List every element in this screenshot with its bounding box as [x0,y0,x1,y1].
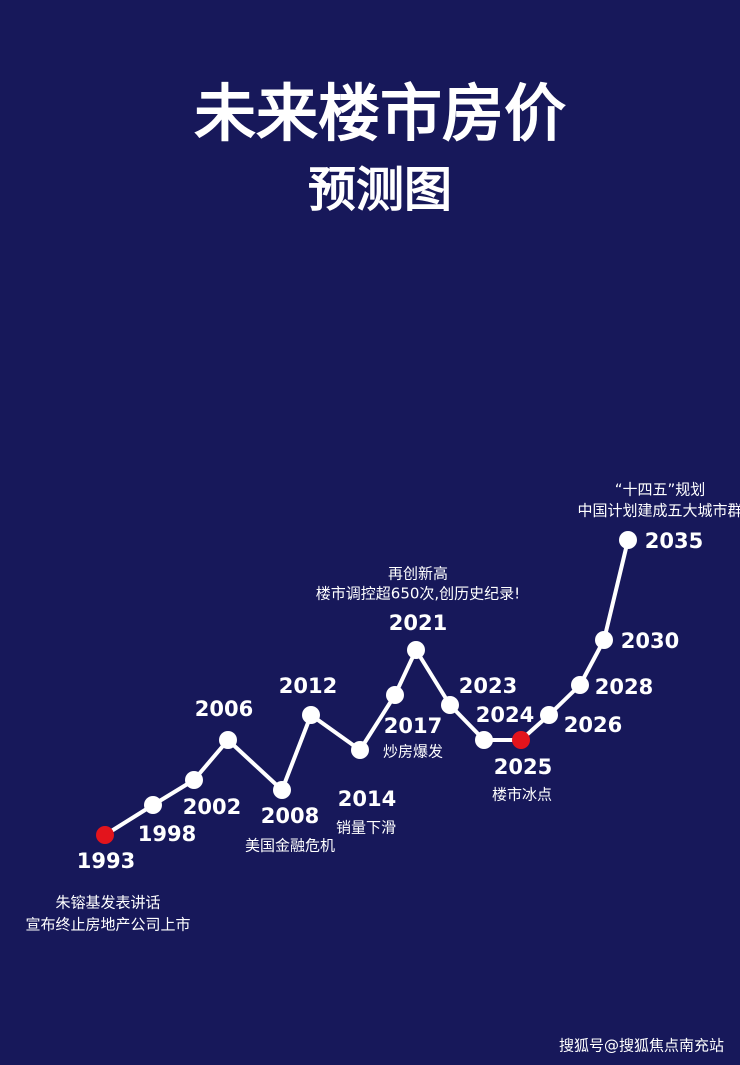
line [103,539,630,837]
point [540,706,558,724]
year-label: 2014 [338,787,396,811]
year-label: 2025 [494,755,552,779]
annotation: “十四五”规划 [615,481,706,499]
annotation: 宣布终止房地产公司上市 [25,916,190,934]
point [144,796,162,814]
year-label: 2035 [645,529,703,553]
point [96,826,114,844]
chart-subtitle: 预测图 [308,162,452,218]
year-label: 1993 [77,849,135,873]
point [441,696,459,714]
year-label: 2006 [195,697,253,721]
chart-title: 未来楼市房价 [194,77,566,150]
annotation: 炒房爆发 [383,743,443,761]
year-label: 2023 [459,674,517,698]
point [619,531,637,549]
year-label: 1998 [138,822,196,846]
annotation: 楼市冰点 [492,786,552,804]
watermark: 搜狐号@搜狐焦点南充站 [559,1037,724,1055]
point [386,686,404,704]
annotation: 销量下滑 [336,819,396,837]
year-label: 2030 [621,629,679,653]
point [595,631,613,649]
year-label: 2026 [564,713,622,737]
point [475,731,493,749]
annotation: 楼市调控超650次,创历史纪录! [316,585,520,603]
year-label: 2024 [476,703,534,727]
year-label: 2021 [389,611,447,635]
annotation: 朱镕基发表讲话 [55,894,160,912]
year-label: 2017 [384,714,442,738]
point [571,676,589,694]
year-label: 2012 [279,674,337,698]
point [512,731,530,749]
point [351,741,369,759]
annotation: 再创新高 [388,565,448,583]
annotation: 中国计划建成五大城市群 [577,502,740,520]
point [273,781,291,799]
year-label: 2028 [595,675,653,699]
point [185,771,203,789]
annotation: 美国金融危机 [245,837,335,855]
year-label: 2002 [183,795,241,819]
point [219,731,237,749]
point [302,706,320,724]
year-label: 2008 [261,804,319,828]
point [407,641,425,659]
